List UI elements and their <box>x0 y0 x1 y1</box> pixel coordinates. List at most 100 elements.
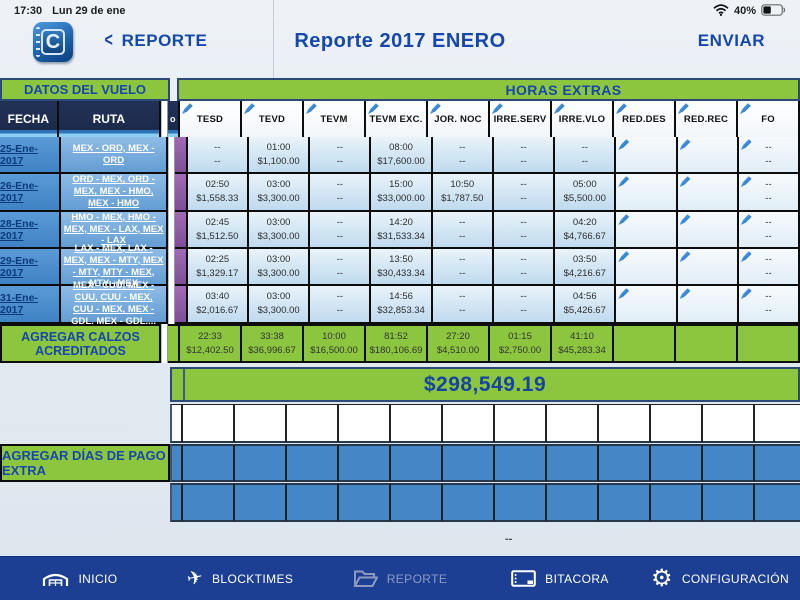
hours-cell-tevm-exc-[interactable]: 13:50 $30,433.34 <box>371 249 433 286</box>
hours-cell-red-rec[interactable] <box>677 137 739 174</box>
hours-cell-tevm[interactable]: -- -- <box>310 212 372 249</box>
ruta-link[interactable]: MEX - CUU, MEX - CUU, CUU - MEX, CUU - M… <box>61 280 168 327</box>
grid-cell[interactable] <box>339 444 391 482</box>
fecha-link[interactable]: 31-Ene-2017 <box>0 286 62 324</box>
fecha-link[interactable]: 28-Ene-2017 <box>0 212 62 249</box>
grid-cell[interactable] <box>391 444 443 482</box>
ruta-link[interactable]: MEX - ORD, MEX - ORD <box>61 137 168 174</box>
grid-cell[interactable] <box>547 444 599 482</box>
hours-cell-tesd[interactable]: 03:40 $2,016.67 <box>187 286 249 324</box>
grid-cell[interactable] <box>547 483 599 522</box>
hours-cell-irre-vlo[interactable]: 04:20 $4,766.67 <box>555 212 617 249</box>
fecha-link[interactable]: 26-Ene-2017 <box>0 174 62 212</box>
grid-cell[interactable] <box>599 483 651 522</box>
hours-cell-tevm-exc-[interactable]: 15:00 $33,000.00 <box>371 174 433 212</box>
column-header-tevm-exc-[interactable]: TEVM EXC. <box>365 101 428 137</box>
grid-cell[interactable] <box>391 483 443 522</box>
hours-cell-jor-noc[interactable]: -- -- <box>432 286 494 324</box>
hours-cell-red-rec[interactable] <box>677 286 739 324</box>
grid-cell[interactable] <box>183 444 235 482</box>
nav-item-blocktimes[interactable]: ✈ BLOCKTIMES <box>160 567 320 591</box>
agregar-dias-de-pago-extra-button[interactable]: AGREGAR DÍAS DE PAGO EXTRA <box>0 444 170 482</box>
column-header-irre-serv[interactable]: IRRE.SERV <box>489 101 552 137</box>
hours-cell-irre-serv[interactable]: -- -- <box>493 137 556 174</box>
fecha-link[interactable]: 25-Ene-2017 <box>0 137 62 174</box>
grid-cell[interactable] <box>183 483 235 522</box>
grid-cell[interactable] <box>703 483 755 522</box>
hours-cell-tesd[interactable]: -- -- <box>187 137 249 174</box>
grid-cell[interactable] <box>651 444 703 482</box>
grid-cell[interactable] <box>651 483 703 522</box>
ruta-link[interactable]: ORD - MEX, ORD - MEX, MEX - HMO, MEX - H… <box>61 174 168 212</box>
grid-cell[interactable] <box>443 444 495 482</box>
grid-cell[interactable] <box>287 483 339 522</box>
hours-cell-fo[interactable]: -- -- <box>738 249 800 286</box>
back-button[interactable]: < REPORTE <box>103 30 207 52</box>
grid-cell[interactable] <box>235 444 287 482</box>
grid-cell[interactable] <box>339 483 391 522</box>
nav-item-inicio[interactable]: INICIO <box>0 570 160 587</box>
hours-cell-tesd[interactable]: 02:25 $1,329.17 <box>187 249 249 286</box>
grid-cell[interactable] <box>755 483 800 522</box>
column-header-fo[interactable]: FO <box>737 101 800 137</box>
send-button[interactable]: ENVIAR <box>697 31 765 50</box>
pago-extra-grid-row[interactable] <box>170 444 800 482</box>
column-header-tevm[interactable]: TEVM <box>303 101 366 137</box>
ruta-link[interactable]: HMO - MEX, HMO - MEX, MEX - LAX, MEX - L… <box>61 212 168 249</box>
hours-cell-red-rec[interactable] <box>677 174 739 212</box>
hours-cell-tevd[interactable]: 03:00 $3,300.00 <box>248 174 311 212</box>
hours-cell-irre-vlo[interactable]: 04:56 $5,426.67 <box>555 286 617 324</box>
ruta-link[interactable]: LAX - MEX, LAX - MEX, MEX - MTY, MEX - M… <box>61 243 168 289</box>
column-header-red-rec[interactable]: RED.REC <box>675 101 738 137</box>
hours-cell-irre-serv[interactable]: -- -- <box>493 249 556 286</box>
hours-cell-tevd[interactable]: 01:00 $1,100.00 <box>248 137 311 174</box>
hours-cell-fo[interactable]: -- -- <box>738 212 800 249</box>
grid-cell[interactable] <box>755 444 800 482</box>
grid-cell[interactable] <box>443 483 495 522</box>
hours-cell-tevm[interactable]: -- -- <box>310 249 372 286</box>
hours-cell-tevd[interactable]: 03:00 $3,300.00 <box>248 286 311 324</box>
hours-cell-fo[interactable]: -- -- <box>738 174 800 212</box>
column-header-jor-noc[interactable]: JOR. NOC <box>427 101 490 137</box>
hours-cell-tevm-exc-[interactable]: 14:20 $31,533.34 <box>371 212 433 249</box>
hours-cell-tevm[interactable]: -- -- <box>310 286 372 324</box>
hours-cell-jor-noc[interactable]: 10:50 $1,787.50 <box>432 174 494 212</box>
hours-cell-red-des[interactable] <box>616 137 678 174</box>
hours-cell-tevm-exc-[interactable]: 14:56 $32,853.34 <box>371 286 433 324</box>
grid-cell[interactable] <box>495 444 547 482</box>
hours-cell-red-rec[interactable] <box>677 249 739 286</box>
hours-cell-tevd[interactable]: 03:00 $3,300.00 <box>248 249 311 286</box>
nav-item-reporte[interactable]: REPORTE <box>320 569 480 588</box>
hours-cell-tesd[interactable]: 02:50 $1,558.33 <box>187 174 249 212</box>
hours-cell-irre-serv[interactable]: -- -- <box>493 174 556 212</box>
nav-item-bitacora[interactable]: BITACORA <box>480 570 640 587</box>
hours-cell-jor-noc[interactable]: -- -- <box>432 137 494 174</box>
hours-cell-tesd[interactable]: 02:45 $1,512.50 <box>187 212 249 249</box>
hours-cell-irre-serv[interactable]: -- -- <box>493 286 556 324</box>
grid-cell[interactable] <box>599 444 651 482</box>
hours-cell-fo[interactable]: -- -- <box>738 286 800 324</box>
grid-cell[interactable] <box>287 444 339 482</box>
hours-cell-red-des[interactable] <box>616 174 678 212</box>
hours-cell-irre-serv[interactable]: -- -- <box>493 212 556 249</box>
hours-cell-red-rec[interactable] <box>677 212 739 249</box>
hours-cell-tevm[interactable]: -- -- <box>310 174 372 212</box>
hours-cell-tevm-exc-[interactable]: 08:00 $17,600.00 <box>371 137 433 174</box>
pago-extra-grid-row[interactable] <box>170 483 800 522</box>
column-header-red-des[interactable]: RED.DES <box>613 101 676 137</box>
hours-cell-irre-vlo[interactable]: 05:00 $5,500.00 <box>555 174 617 212</box>
hours-cell-tevm[interactable]: -- -- <box>310 137 372 174</box>
hours-cell-red-des[interactable] <box>616 286 678 324</box>
hours-cell-irre-vlo[interactable]: -- -- <box>555 137 617 174</box>
hours-cell-jor-noc[interactable]: -- -- <box>432 212 494 249</box>
agregar-calzos-acreditados-button[interactable]: AGREGAR CALZOS ACREDITADOS <box>0 324 161 363</box>
grid-cell[interactable] <box>703 444 755 482</box>
fecha-link[interactable]: 29-Ene-2017 <box>0 249 62 286</box>
grid-cell[interactable] <box>495 483 547 522</box>
hours-cell-red-des[interactable] <box>616 249 678 286</box>
nav-item-configuraci-n[interactable]: ⚙ CONFIGURACIÓN <box>640 566 800 591</box>
hours-cell-jor-noc[interactable]: -- -- <box>432 249 494 286</box>
column-header-irre-vlo[interactable]: IRRE.VLO <box>551 101 614 137</box>
column-header-tevd[interactable]: TEVD <box>241 101 304 137</box>
grid-cell[interactable] <box>235 483 287 522</box>
